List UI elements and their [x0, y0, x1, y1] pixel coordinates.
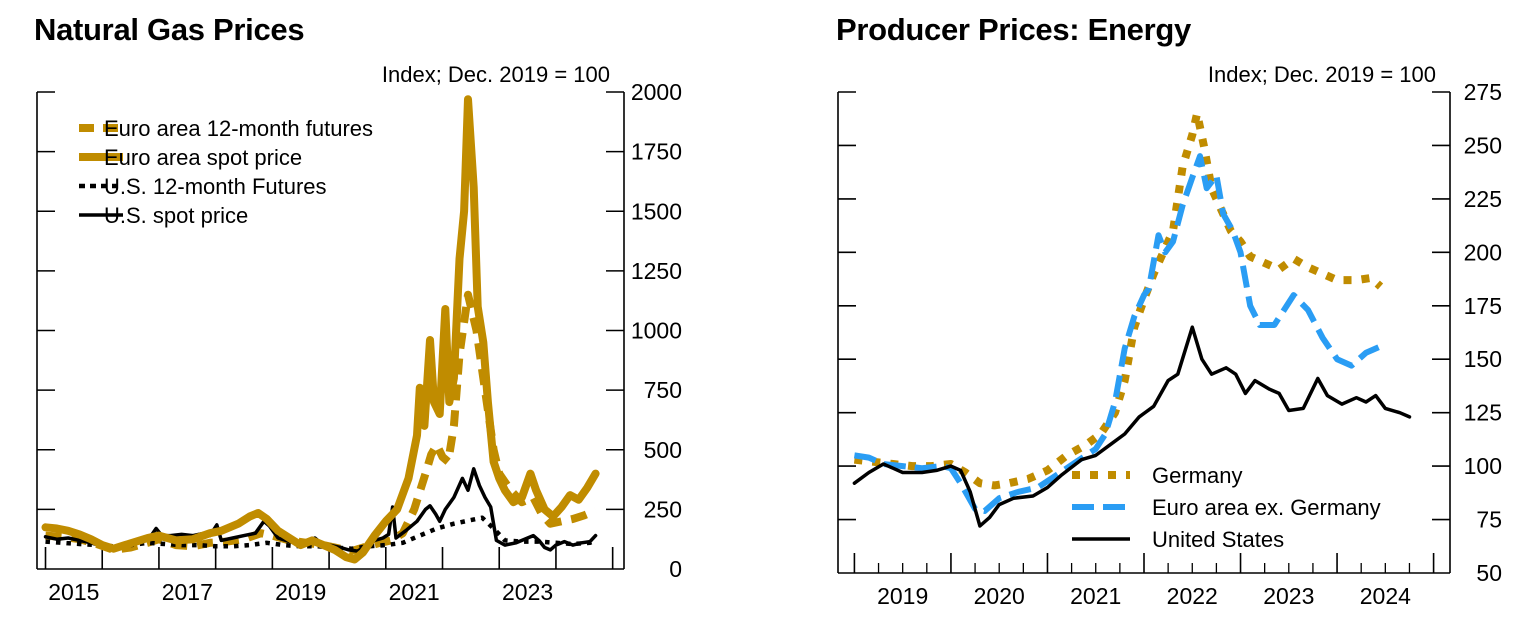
left-series-u-s-spot-price — [43, 467, 598, 553]
right-series-germany — [853, 109, 1384, 490]
right-legend-label: Germany — [1152, 463, 1242, 488]
left-chart: 0 250 500 750 1000 1250 1500 1750 2000 2015 2017 20… — [36, 62, 682, 605]
left-legend-label: Euro area spot price — [104, 145, 302, 170]
right-y-tick-label: 50 — [1476, 560, 1502, 586]
left-x-tick-label: 2021 — [389, 579, 440, 605]
right-series-united-states — [852, 325, 1412, 528]
left-y-tick-label: 500 — [644, 437, 682, 463]
left-series-euro-area-12-month-futures — [45, 290, 598, 556]
right-x-tick-label: 2019 — [877, 583, 928, 609]
left-y-tick-label: 0 — [669, 556, 682, 582]
right-chart-title: Producer Prices: Energy — [836, 12, 1191, 47]
right-y-tick-label: 175 — [1464, 293, 1502, 319]
left-legend: Euro area 12-month futures Euro area spot… — [79, 116, 373, 228]
left-y-tick-label: 1000 — [631, 318, 682, 344]
left-legend-label: U.S. spot price — [104, 203, 248, 228]
left-x-tick-label: 2019 — [275, 579, 326, 605]
right-legend-label: United States — [1152, 527, 1284, 552]
left-unit-label: Index; Dec. 2019 = 100 — [382, 62, 610, 87]
right-y-tick-label: 125 — [1464, 400, 1502, 426]
right-y-tick-label: 75 — [1476, 507, 1502, 533]
right-unit-label: Index; Dec. 2019 = 100 — [1208, 62, 1436, 87]
right-y-tick-label: 100 — [1464, 453, 1502, 479]
right-x-tick-label: 2023 — [1263, 583, 1314, 609]
right-series-euro-area-ex-germany — [853, 153, 1382, 514]
left-y-tick-label: 1250 — [631, 258, 682, 284]
left-chart-title: Natural Gas Prices — [34, 12, 305, 47]
left-y-tick-label: 1500 — [631, 198, 682, 224]
left-series-euro-area-spot-price — [41, 95, 600, 564]
left-x-tick-label: 2017 — [162, 579, 213, 605]
left-x-tick-label: 2015 — [48, 579, 99, 605]
right-x-tick-label: 2022 — [1167, 583, 1218, 609]
right-y-tick-label: 275 — [1464, 79, 1502, 105]
left-y-tick-label: 250 — [644, 496, 682, 522]
right-y-tick-label: 225 — [1464, 186, 1502, 212]
right-x-tick-label: 2024 — [1360, 583, 1411, 609]
right-chart: 50 75 100 125 150 175 200 225 250 275 2019 2020 2021… — [837, 62, 1502, 609]
right-y-tick-label: 200 — [1464, 239, 1502, 265]
left-y-tick-label: 750 — [644, 377, 682, 403]
left-y-tick-label: 1750 — [631, 139, 682, 165]
right-y-tick-label: 150 — [1464, 346, 1502, 372]
left-legend-label: Euro area 12-month futures — [104, 116, 373, 141]
left-legend-label: U.S. 12-month Futures — [104, 174, 327, 199]
right-y-tick-label: 250 — [1464, 132, 1502, 158]
right-legend: Germany Euro area ex. Germany United State… — [1072, 463, 1381, 552]
right-x-tick-label: 2020 — [974, 583, 1025, 609]
right-legend-label: Euro area ex. Germany — [1152, 495, 1381, 520]
left-y-tick-label: 2000 — [631, 79, 682, 105]
right-x-tick-label: 2021 — [1070, 583, 1121, 609]
left-x-tick-label: 2023 — [502, 579, 553, 605]
